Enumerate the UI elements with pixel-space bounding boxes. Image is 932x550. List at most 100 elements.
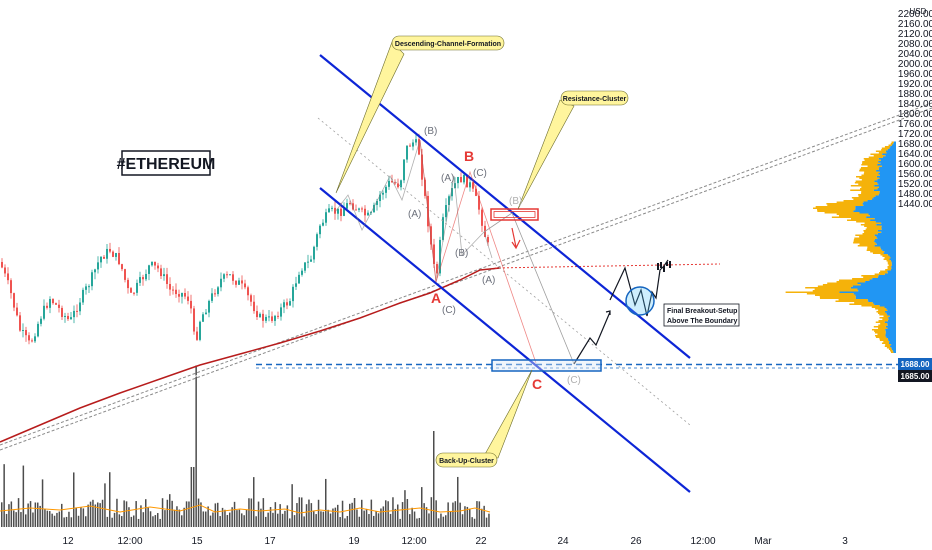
volume-bar — [152, 516, 154, 527]
volume-bar — [68, 511, 70, 527]
resistance-box[interactable] — [490, 208, 539, 221]
wave-label-a2: (A) — [441, 173, 454, 184]
profile-buy-bar — [861, 164, 878, 166]
profile-buy-bar — [860, 188, 878, 190]
profile-buy-bar — [880, 270, 888, 272]
volume-bar — [423, 503, 425, 527]
profile-sell-bar — [873, 197, 896, 199]
price-tick: 1640.00 — [898, 149, 932, 160]
volume-bar — [46, 510, 49, 527]
profile-buy-bar — [871, 306, 885, 308]
profile-sell-bar — [892, 350, 896, 352]
candle-body — [151, 261, 153, 266]
price-axis[interactable]: USD 2200.002160.002120.002080.002040.002… — [898, 7, 932, 210]
candle-body — [304, 262, 306, 271]
profile-buy-bar — [865, 228, 882, 230]
candle-body — [136, 282, 138, 293]
volume-bar — [226, 514, 229, 527]
profile-sell-bar — [891, 144, 896, 146]
volume-bar — [80, 507, 82, 527]
volume-bar — [97, 502, 99, 527]
profile-buy-bar — [853, 242, 876, 244]
volume-bar — [421, 487, 423, 527]
candle-body — [223, 274, 225, 279]
candle-body — [7, 273, 9, 281]
profile-sell-bar — [885, 155, 896, 157]
candle-body — [460, 177, 462, 183]
profile-sell-bar — [873, 189, 896, 191]
backup-box[interactable] — [491, 359, 602, 372]
profile-sell-bar — [893, 141, 896, 143]
profile-buy-bar — [859, 168, 879, 170]
volume-bar — [109, 472, 111, 527]
candle-body — [373, 204, 375, 213]
profile-sell-bar — [885, 335, 896, 337]
profile-buy-bar — [885, 269, 891, 271]
volume-bar — [368, 514, 370, 527]
candle-body — [118, 253, 120, 265]
candle-body — [175, 289, 177, 295]
volume-bar — [166, 499, 169, 527]
profile-sell-bar — [874, 303, 896, 305]
profile-sell-bar — [876, 224, 896, 226]
profile-buy-bar — [880, 323, 888, 325]
candle-body — [361, 208, 363, 210]
price-tick: 1680.00 — [898, 139, 932, 150]
candle-body — [355, 209, 357, 211]
time-tick-11: 3 — [842, 536, 848, 547]
profile-sell-bar — [890, 269, 896, 271]
profile-sell-bar — [891, 263, 896, 265]
candle-body — [55, 303, 57, 305]
candle-body — [217, 287, 219, 295]
candle-body — [106, 248, 108, 259]
candle-body — [142, 277, 144, 280]
profile-buy-bar — [875, 336, 887, 338]
candle-body — [346, 203, 348, 209]
volume-bar — [392, 497, 394, 527]
time-axis[interactable]: 12 12:00 15 17 19 12:00 22 24 26 12:00 M… — [62, 536, 848, 547]
profile-buy-bar — [879, 339, 889, 341]
volume-bar — [447, 502, 449, 527]
profile-sell-bar — [888, 342, 896, 344]
volume-bar — [428, 513, 430, 527]
volume-bar — [99, 503, 101, 527]
profile-sell-bar — [882, 156, 896, 158]
profile-sell-bar — [880, 246, 896, 248]
candle-body — [307, 261, 309, 263]
volume-bar — [106, 516, 109, 527]
candle-body — [61, 307, 63, 317]
profile-buy-bar — [854, 237, 878, 239]
volume-bar — [130, 516, 133, 527]
profile-sell-bar — [879, 171, 896, 173]
profile-buy-bar — [857, 245, 875, 247]
volume-bar — [349, 503, 351, 527]
profile-buy-bar — [863, 173, 879, 175]
profile-buy-bar — [887, 267, 892, 269]
candle-body — [397, 183, 399, 188]
volume-bar — [329, 513, 332, 527]
profile-buy-bar — [879, 272, 888, 274]
volume-bar — [1, 502, 3, 527]
candle-body — [388, 180, 390, 187]
volume-bar — [221, 507, 224, 527]
volume-bar — [188, 501, 190, 527]
moving-average-line — [0, 267, 501, 443]
volume-bar — [435, 500, 437, 527]
volume-bar — [313, 511, 315, 527]
candle-body — [145, 273, 147, 280]
price-tick: 2160.00 — [898, 19, 932, 30]
profile-buy-bar — [890, 351, 894, 353]
profile-sell-bar — [855, 296, 896, 298]
volume-bar — [37, 502, 39, 527]
volume-bar — [113, 512, 116, 527]
volume-bar — [135, 501, 137, 527]
candle-body — [265, 316, 267, 321]
profile-buy-bar — [855, 180, 875, 182]
volume-bar — [437, 518, 440, 527]
profile-sell-bar — [839, 291, 896, 293]
volume-bar — [452, 502, 454, 527]
profile-sell-bar — [878, 194, 896, 196]
candle-body — [190, 300, 192, 309]
candle-body — [268, 316, 270, 318]
